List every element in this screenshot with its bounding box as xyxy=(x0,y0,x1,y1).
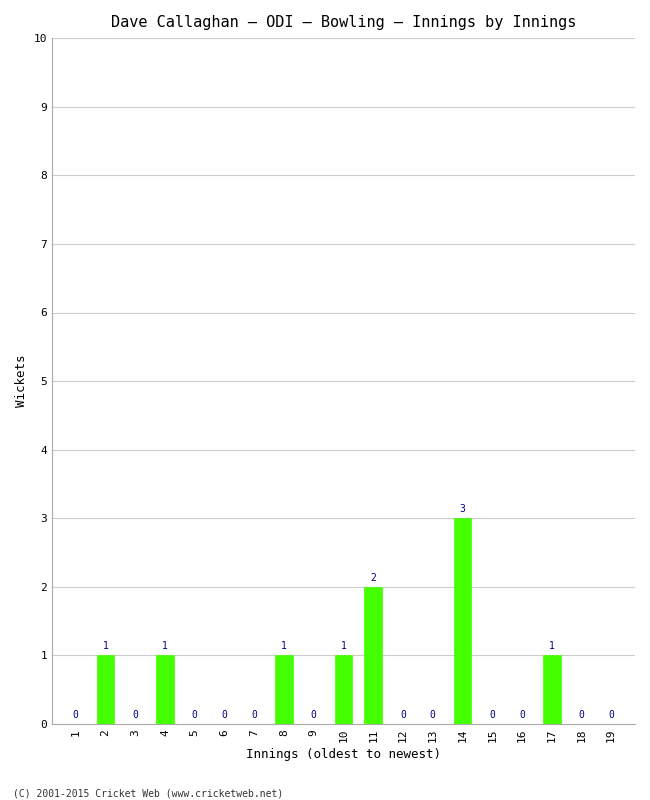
Text: 0: 0 xyxy=(73,710,79,720)
Text: 0: 0 xyxy=(519,710,525,720)
Text: 0: 0 xyxy=(578,710,584,720)
Text: 1: 1 xyxy=(341,642,346,651)
X-axis label: Innings (oldest to newest): Innings (oldest to newest) xyxy=(246,748,441,761)
Text: 2: 2 xyxy=(370,573,376,582)
Bar xyxy=(454,518,471,724)
Title: Dave Callaghan – ODI – Bowling – Innings by Innings: Dave Callaghan – ODI – Bowling – Innings… xyxy=(111,15,576,30)
Bar xyxy=(364,587,382,724)
Text: 0: 0 xyxy=(400,710,406,720)
Text: 1: 1 xyxy=(281,642,287,651)
Text: 0: 0 xyxy=(311,710,317,720)
Bar xyxy=(335,655,352,724)
Y-axis label: Wickets: Wickets xyxy=(15,355,28,407)
Text: 1: 1 xyxy=(103,642,109,651)
Bar xyxy=(97,655,114,724)
Bar xyxy=(156,655,174,724)
Text: 1: 1 xyxy=(162,642,168,651)
Text: 0: 0 xyxy=(222,710,227,720)
Text: (C) 2001-2015 Cricket Web (www.cricketweb.net): (C) 2001-2015 Cricket Web (www.cricketwe… xyxy=(13,788,283,798)
Bar xyxy=(275,655,293,724)
Text: 0: 0 xyxy=(252,710,257,720)
Text: 0: 0 xyxy=(608,710,614,720)
Text: 0: 0 xyxy=(133,710,138,720)
Text: 0: 0 xyxy=(192,710,198,720)
Text: 0: 0 xyxy=(430,710,436,720)
Text: 3: 3 xyxy=(460,504,465,514)
Text: 0: 0 xyxy=(489,710,495,720)
Text: 1: 1 xyxy=(549,642,554,651)
Bar xyxy=(543,655,561,724)
